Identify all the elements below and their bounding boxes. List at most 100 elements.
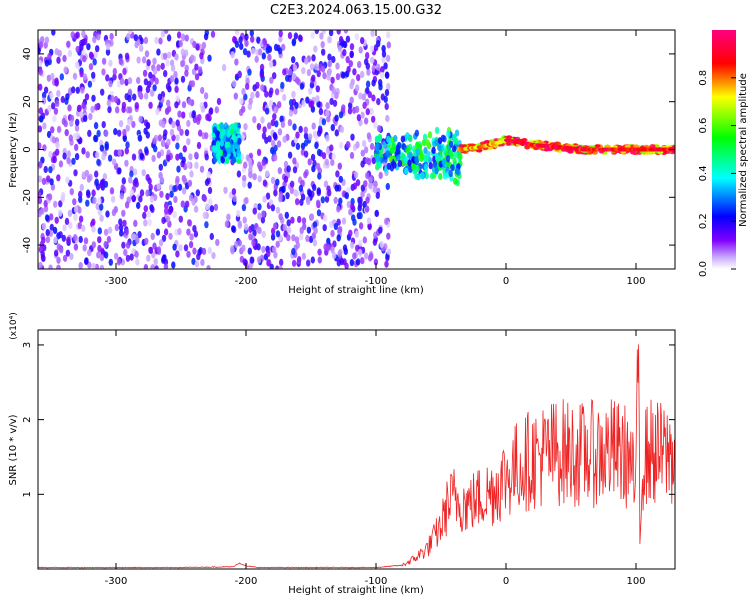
heat-cell — [145, 131, 150, 139]
heat-cell — [349, 151, 355, 160]
heat-cell — [111, 209, 117, 217]
heat-cell — [333, 196, 338, 204]
heat-cell — [257, 212, 262, 220]
heat-cell — [62, 54, 67, 63]
heat-cell — [78, 190, 83, 198]
snr-panel: -300 -200 -100 0 100 1 2 3 Height of straight l… — [8, 312, 676, 596]
heat-cell — [278, 195, 283, 203]
heat-cell — [379, 240, 384, 249]
heat-cell — [354, 230, 359, 238]
heat-cell — [386, 41, 391, 49]
heat-cell — [174, 53, 179, 61]
heat-cell — [374, 135, 380, 143]
heat-cell — [41, 97, 47, 105]
heat-cell — [95, 151, 100, 159]
heat-cell — [366, 68, 371, 76]
heat-cell — [269, 87, 274, 95]
heat-cell — [171, 261, 176, 269]
heat-cell — [199, 165, 205, 173]
colorbar-tick-label: 0.2 — [698, 213, 709, 229]
heat-cell — [113, 128, 118, 136]
heat-cell — [355, 141, 360, 149]
heat-cell — [261, 210, 266, 218]
heat-cell — [158, 37, 163, 45]
heat-cell — [273, 251, 278, 259]
heat-cell — [52, 115, 57, 123]
heat-cell — [458, 144, 465, 149]
heat-cell — [166, 105, 172, 113]
heat-cell — [386, 150, 391, 158]
heat-cell — [257, 48, 263, 56]
heat-cell — [101, 121, 106, 129]
heat-cell — [88, 113, 93, 121]
heat-cell — [327, 36, 332, 44]
heat-cell — [154, 77, 159, 85]
heat-cell — [44, 36, 50, 44]
heat-cell — [380, 66, 385, 74]
heat-cell — [145, 189, 150, 197]
heat-cell — [181, 101, 187, 109]
heat-cell — [128, 176, 133, 184]
heat-cell — [311, 232, 316, 240]
heat-cell — [208, 107, 214, 115]
snr-ytick-label: 1 — [22, 491, 33, 497]
heat-cell — [262, 126, 267, 134]
heat-cell — [285, 192, 290, 200]
heat-cell — [370, 56, 375, 64]
heat-cell — [261, 52, 266, 60]
heat-cell — [334, 184, 339, 192]
heat-cell — [197, 113, 202, 122]
heat-cell — [260, 216, 266, 224]
heat-cell — [251, 239, 256, 247]
heat-cell — [153, 145, 158, 153]
heat-cell — [172, 185, 177, 193]
heat-cell — [104, 141, 109, 149]
heat-cell — [373, 121, 378, 129]
heat-cell — [279, 258, 284, 266]
heat-cell — [122, 134, 128, 143]
heat-cell — [150, 89, 155, 97]
heat-cell — [193, 205, 199, 213]
heat-cell — [56, 174, 61, 182]
heat-cell — [311, 54, 316, 62]
heat-cell — [312, 221, 318, 229]
heat-cell — [336, 218, 341, 226]
heat-cell — [94, 170, 99, 178]
heat-cell — [84, 169, 90, 177]
heat-cell — [58, 209, 63, 217]
heat-cell — [142, 69, 148, 77]
heat-cell — [322, 224, 327, 232]
spectrogram-ytick-label: -20 — [22, 189, 33, 205]
heat-cell — [81, 101, 86, 110]
heat-cell — [175, 134, 180, 142]
heat-cell — [275, 265, 280, 269]
heat-cell — [287, 151, 293, 159]
snr-xtick-label: -200 — [235, 576, 258, 587]
heat-cell — [56, 56, 61, 64]
heat-cell — [260, 116, 265, 124]
colorbar-gradient — [712, 30, 736, 269]
heat-cell — [297, 215, 302, 224]
heat-cell — [186, 138, 191, 146]
heat-cell — [40, 207, 45, 215]
heat-cell — [125, 124, 130, 132]
heat-cell — [200, 86, 205, 95]
heat-cell — [249, 256, 255, 264]
heat-cell — [339, 125, 345, 134]
heat-cell — [194, 260, 200, 268]
heat-cell — [181, 111, 186, 119]
heat-cell — [143, 92, 149, 100]
heat-cell — [273, 106, 279, 114]
heat-cell — [226, 213, 231, 221]
heat-cell — [87, 129, 92, 137]
heat-cell — [109, 32, 114, 41]
heat-cell — [65, 176, 70, 184]
heat-cell — [182, 145, 187, 153]
heat-cell — [405, 146, 410, 154]
heat-cell — [257, 161, 262, 169]
heat-cell — [321, 118, 327, 126]
heat-cell — [329, 97, 334, 106]
heat-cell — [118, 57, 124, 65]
heat-cell — [338, 111, 344, 119]
